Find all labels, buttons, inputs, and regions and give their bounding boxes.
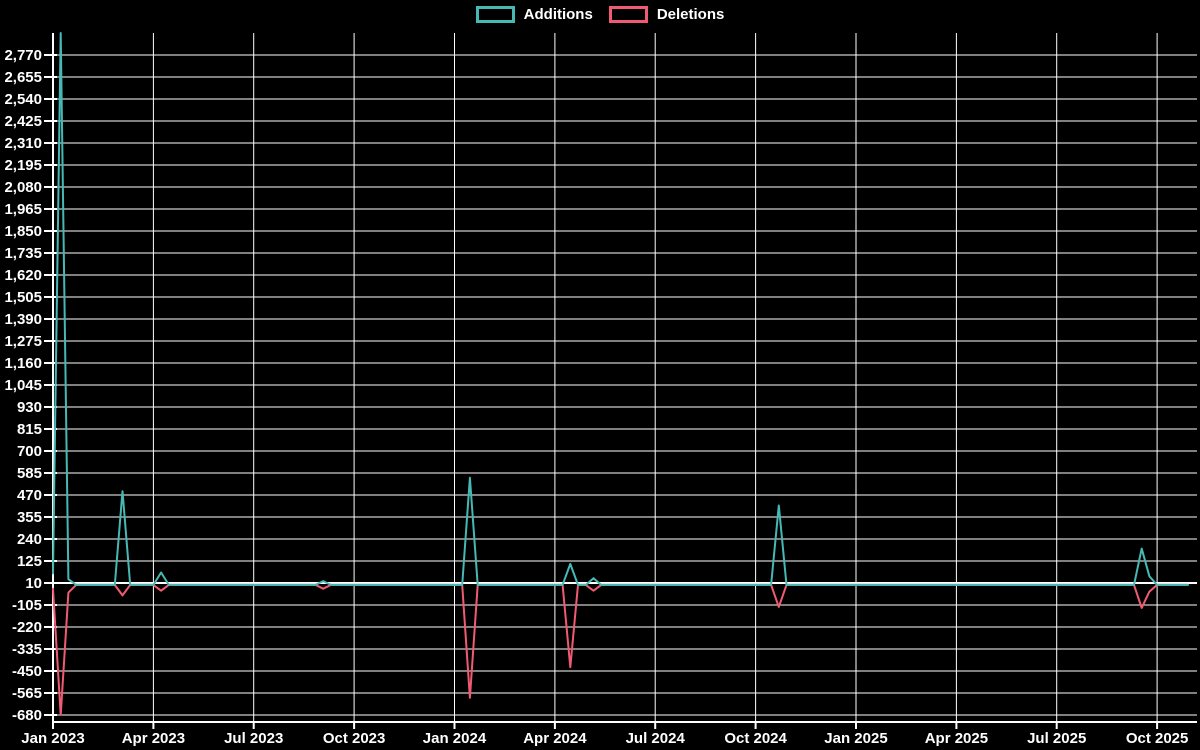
y-tick-label: 10 xyxy=(25,575,42,592)
legend-item-additions[interactable]: Additions xyxy=(475,6,593,23)
x-tick-label: Apr 2023 xyxy=(122,730,185,747)
y-tick-label: 355 xyxy=(17,509,42,526)
y-tick-label: 585 xyxy=(17,465,42,482)
x-tick-label: Oct 2023 xyxy=(323,730,386,747)
chart-legend: Additions Deletions xyxy=(0,6,1200,23)
y-tick-label: 815 xyxy=(17,421,42,438)
y-tick-label: 2,770 xyxy=(4,47,42,64)
y-tick-label: -335 xyxy=(12,641,42,658)
y-tick-label: 2,655 xyxy=(4,69,42,86)
y-tick-label: 1,620 xyxy=(4,267,42,284)
legend-label-deletions: Deletions xyxy=(656,6,725,23)
deletions-swatch-icon xyxy=(608,6,648,23)
y-tick-label: 1,735 xyxy=(4,245,42,262)
y-tick-label: -220 xyxy=(12,619,42,636)
y-tick-label: 1,275 xyxy=(4,333,42,350)
y-tick-label: 125 xyxy=(17,553,42,570)
y-tick-label: 2,425 xyxy=(4,113,42,130)
x-tick-label: Oct 2025 xyxy=(1126,730,1189,747)
y-tick-label: 930 xyxy=(17,399,42,416)
y-tick-label: 240 xyxy=(17,531,42,548)
y-tick-label: 1,160 xyxy=(4,355,42,372)
y-tick-label: 1,965 xyxy=(4,201,42,218)
x-tick-label: Jan 2024 xyxy=(423,730,487,747)
y-tick-label: -105 xyxy=(12,597,42,614)
y-tick-label: -565 xyxy=(12,685,42,702)
additions-line xyxy=(52,32,1189,586)
legend-item-deletions[interactable]: Deletions xyxy=(608,6,725,23)
y-tick-label: 1,045 xyxy=(4,377,42,394)
x-tick-label: Jul 2025 xyxy=(1027,730,1086,747)
x-tick-label: Jan 2025 xyxy=(824,730,887,747)
additions-swatch-icon xyxy=(475,6,515,23)
x-tick-label: Jul 2023 xyxy=(224,730,283,747)
y-tick-label: 2,080 xyxy=(4,179,42,196)
y-tick-label: 2,540 xyxy=(4,91,42,108)
deletions-line xyxy=(52,583,1189,716)
x-tick-label: Apr 2025 xyxy=(925,730,988,747)
y-tick-label: 470 xyxy=(17,487,42,504)
y-tick-label: 2,195 xyxy=(4,157,42,174)
y-tick-label: 1,390 xyxy=(4,311,42,328)
x-tick-label: Apr 2024 xyxy=(523,730,587,747)
x-tick-label: Oct 2024 xyxy=(724,730,787,747)
y-tick-label: 1,850 xyxy=(4,223,42,240)
y-tick-label: 1,505 xyxy=(4,289,42,306)
x-tick-label: Jul 2024 xyxy=(626,730,686,747)
y-tick-label: 700 xyxy=(17,443,42,460)
y-tick-label: -450 xyxy=(12,663,42,680)
y-tick-label: -680 xyxy=(12,707,42,724)
x-tick-label: Jan 2023 xyxy=(21,730,84,747)
y-tick-label: 2,310 xyxy=(4,135,42,152)
legend-label-additions: Additions xyxy=(523,6,593,23)
